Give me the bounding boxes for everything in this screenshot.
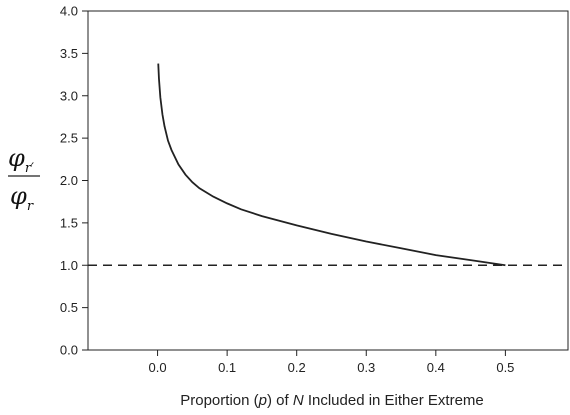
y-axis-title: φr′ φr [8,144,40,214]
y-axis-title-numerator: φr′ [8,144,34,176]
x-axis-title-p: p [258,392,267,409]
y-axis-title-denominator-symbol: φ [10,182,27,210]
plot-area-frame [87,10,569,351]
y-tick-label: 2.5 [60,131,78,146]
x-axis-title: Proportion (p) of N Included in Either E… [180,392,484,409]
y-tick-label: 0.5 [60,300,78,315]
x-tick-label: 0.3 [357,360,375,375]
y-tick-label: 4.0 [60,4,78,19]
x-axis-title-suffix: Included in Either Extreme [304,392,484,409]
y-axis-title-numerator-symbol: φ [8,144,25,172]
x-axis-title-n: N [293,392,304,409]
y-axis-title-numerator-subscript: r′ [25,161,34,176]
x-tick-label: 0.2 [288,360,306,375]
ratio-curve [157,63,506,267]
y-tick-label: 2.0 [60,173,78,188]
x-tick-label: 0.1 [218,360,236,375]
y-axis: 0.0 0.5 1.0 1.5 2.0 2.5 3.0 3.5 4.0 [60,4,88,358]
y-tick-label: 0.0 [60,343,78,358]
x-tick-label: 0.4 [427,360,445,375]
x-axis-title-prefix: Proportion ( [180,392,258,409]
x-tick-label: 0.0 [149,360,167,375]
x-axis: 0.0 0.1 0.2 0.3 0.4 0.5 [149,350,514,375]
y-axis-title-denominator: φr [10,182,34,214]
x-axis-title-middle: ) of [267,392,293,409]
y-axis-title-denominator-subscript: r [27,199,34,214]
y-tick-label: 1.5 [60,215,78,230]
y-tick-label: 3.0 [60,88,78,103]
y-tick-label: 3.5 [60,46,78,61]
y-tick-label: 1.0 [60,258,78,273]
x-tick-label: 0.5 [496,360,514,375]
